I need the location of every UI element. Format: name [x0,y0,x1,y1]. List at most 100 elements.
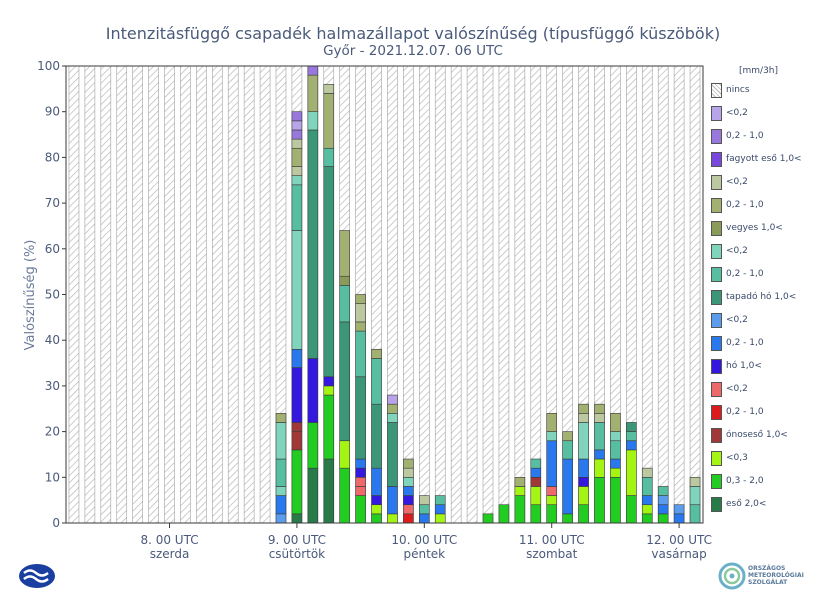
legend-swatch [711,105,722,121]
bar-segment-nincs [434,65,446,524]
bar-segment-sw_02_10 [594,449,605,460]
legend-item-mx_gt10: vegyes 1,0< [711,220,783,236]
bar-segment-sn_02_10 [323,147,335,167]
y-tick-label: 60 [45,242,60,256]
legend-swatch [711,381,722,397]
bar-segment-rn_03_20 [546,504,558,524]
bar-segment-sn_lt02 [291,230,303,350]
legend-swatch [711,312,722,328]
omsz-logo-icon [718,562,746,590]
bar-segment-nincs [211,65,223,524]
bar-segment-sn_02_10 [530,458,542,469]
bar-segment-mx_02_10 [275,413,287,423]
bar-segment-fz_lt02 [291,120,303,131]
bar-segment-rn_03_20 [339,467,350,524]
bar-segment-mx_02_10 [339,230,350,277]
bar-segment-nincs [514,65,526,524]
bar-segment-sn_02_10 [689,504,701,524]
legend-item-fr_gt10: ónoseső 1,0< [711,427,788,443]
bar-segment-mx_lt02 [291,138,303,149]
legend-unit: [mm/3h] [739,66,779,76]
bar-slot [116,65,128,524]
bar-segment-sw_02_10 [275,495,287,515]
bar-segment-rn_lt03 [371,504,382,515]
legend-swatch [711,358,722,374]
legend-swatch [711,404,722,420]
bar-segment-rn_03_20 [594,476,605,524]
bar-segment-sn_02_10 [419,504,430,515]
bar-segment-nincs [450,65,462,524]
bar-slot [100,65,112,524]
bar-segment-rn_03_20 [482,513,494,524]
bar-segment-rn_03_20 [323,394,335,460]
x-tick-label: 12. 00 UTC [646,533,712,547]
bar-segment-nincs [641,65,653,524]
y-tick-label: 40 [45,333,60,347]
omsz-logo-line: ORSZÁGOS [748,565,786,572]
chart-subtitle: Győr - 2021.12.07. 06 UTC [323,43,503,59]
y-tick-label: 50 [45,288,60,302]
bar-segment-rn_lt03 [387,513,398,524]
legend-item-fz_gt10: fagyott eső 1,0< [711,151,802,167]
legend-label: hó 1,0< [726,361,762,371]
legend-item-fr_lt02: <0,2 [711,381,748,397]
bar-slot [403,65,414,524]
bar-segment-nincs [132,65,143,524]
bar-segment-rn_03_20 [498,504,510,524]
bar-segment-mx_lt02 [403,467,414,478]
chart-title: Intenzitásfüggő csapadék halmazállapot v… [105,24,721,43]
bar-segment-sn_gt10 [355,376,366,460]
bar-segment-rn_lt03 [578,486,589,506]
bar-segment-sw_02_10 [434,504,446,515]
bar-segment-mx_02_10 [546,413,558,432]
bar-segment-sw_gt10 [355,467,366,478]
legend-item-fr_02_10: 0,2 - 1,0 [711,404,764,420]
bar-segment-sn_02_10 [275,458,287,487]
bar-segment-sn_02_10 [434,495,446,506]
bar-segment-mx_02_10 [323,93,335,149]
bar-segment-fr_gt10 [291,422,303,432]
bar-slot [148,65,159,524]
legend-swatch [711,174,722,190]
legend-item-mx_02_10: 0,2 - 1,0 [711,197,764,213]
legend-swatch [711,427,722,443]
bar-segment-rn_lt03 [514,486,526,496]
x-tick-day: szombat [526,547,578,561]
legend-swatch [711,450,722,466]
bar-segment-rn_03_20 [610,476,621,524]
bar-segment-sw_02_10 [419,513,430,524]
bar-slot [371,65,382,524]
bar-segment-fr_gt10 [530,476,542,487]
bar-segment-mx_02_10 [403,458,414,469]
bar-segment-sn_gt10 [371,403,382,469]
y-tick-label: 80 [45,150,60,164]
bar-segment-mx_02_10 [562,431,573,442]
omsz-logo-line: SZOLGÁLAT [748,579,788,586]
legend-swatch [711,197,722,213]
bar-segment-sw_gt10 [403,495,414,506]
bar-slot [291,65,303,524]
omsz-logo-text: ORSZÁGOS METEOROLÓGIAI SZOLGÁLAT [748,565,804,586]
bar-segment-rn_03_20 [657,513,669,524]
bar-segment-rn_lt03 [434,513,446,524]
bar-segment-sn_gt10 [339,321,350,442]
bar-segment-nincs [657,65,669,524]
legend-item-mx_lt02: <0,2 [711,174,748,190]
legend-swatch [711,243,722,259]
legend-label: eső 2,0< [726,499,767,509]
bar-segment-nincs [243,65,255,524]
bar-segment-sn_gt10 [307,129,319,359]
bar-segment-mx_02_10 [610,413,621,432]
bar-segment-sn_lt02 [689,486,701,506]
bar-segment-rn_lt03 [323,385,335,396]
legend-label: vegyes 1,0< [726,223,783,233]
bar-segment-sw_gt10 [323,376,335,387]
bar-segment-fr_lt02 [403,504,414,515]
legend-item-sw_gt10: hó 1,0< [711,358,762,374]
plot-area [66,66,703,523]
x-tick-day: csütörtök [269,547,325,561]
legend-item-sn_02_10: 0,2 - 1,0 [711,266,764,282]
legend-item-sn_lt02: <0,2 [711,243,748,259]
x-tick-label: 11. 00 UTC [519,533,585,547]
bar-slot [498,65,510,524]
